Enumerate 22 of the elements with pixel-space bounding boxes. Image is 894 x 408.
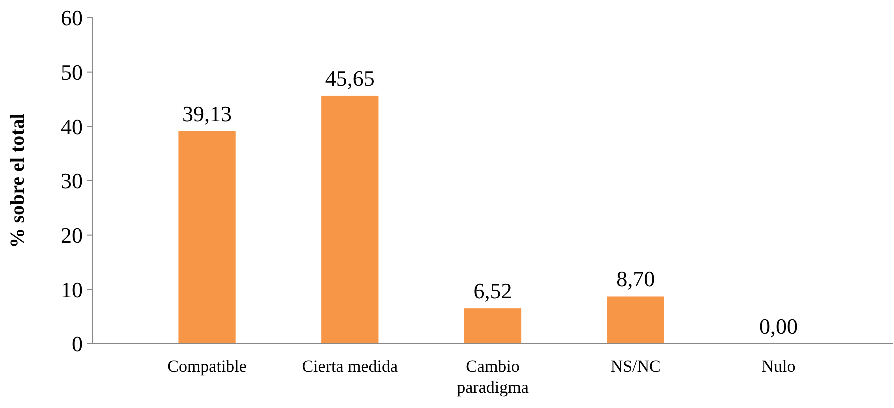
data-label: 0,00 <box>759 314 798 339</box>
bar <box>607 296 664 344</box>
y-tick-label: 40 <box>61 114 83 140</box>
data-label: 39,13 <box>182 101 232 126</box>
data-label: 8,70 <box>616 266 656 292</box>
y-tick-label: 50 <box>61 60 83 86</box>
data-label: 6,52 <box>474 278 512 304</box>
y-tick-label: 60 <box>61 6 83 31</box>
y-tick-label: 10 <box>61 277 83 302</box>
y-tick-label: 30 <box>61 168 83 194</box>
y-tick-label: 0 <box>72 332 83 357</box>
bar <box>322 96 379 344</box>
y-tick-label: 20 <box>61 223 83 248</box>
y-axis-title: % sobre el total <box>7 113 29 248</box>
x-tick-label: Nulo <box>762 357 796 376</box>
data-label: 45,65 <box>325 66 375 91</box>
bar <box>178 131 236 344</box>
bar <box>464 308 522 344</box>
x-tick-label: Compatible <box>168 357 247 376</box>
x-tick-label: Cierta medida <box>302 357 399 376</box>
x-tick-label: Cambio paradigma <box>457 357 530 397</box>
x-tick-label: NS/NC <box>610 357 661 376</box>
